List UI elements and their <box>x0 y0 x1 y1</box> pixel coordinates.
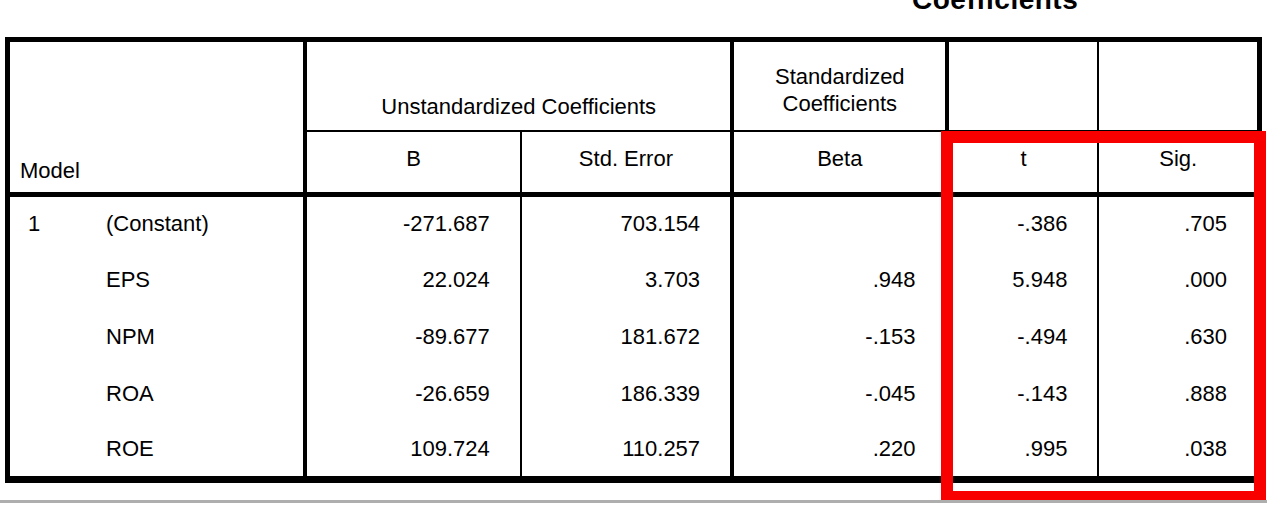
model-label-cell: ROE <box>8 423 306 480</box>
model-label-cell: 1(Constant) <box>8 195 306 252</box>
table-row-npm: NPM -89.677 181.672 -.153 -.494 .630 <box>8 309 1260 366</box>
model-label-cell: NPM <box>8 309 306 366</box>
b-value: 22.024 <box>305 252 520 309</box>
b-value: -26.659 <box>305 366 520 423</box>
model-label-cell: EPS <box>8 252 306 309</box>
header-row-groups: Model Unstandardized Coefficients Standa… <box>8 40 1260 131</box>
std-error-value: 186.339 <box>521 366 732 423</box>
table-row-roa: ROA -26.659 186.339 -.045 -.143 .888 <box>8 366 1260 423</box>
col-header-beta: Beta <box>732 131 947 195</box>
bottom-edge-line <box>0 500 1267 503</box>
sig-value: .038 <box>1098 423 1259 480</box>
std-error-value: 3.703 <box>521 252 732 309</box>
model-label-cell: ROA <box>8 366 306 423</box>
table-row-constant: 1(Constant) -271.687 703.154 -.386 .705 <box>8 195 1260 252</box>
table-row-roe: ROE 109.724 110.257 .220 .995 .038 <box>8 423 1260 480</box>
col-header-sig-spacer <box>1098 40 1259 131</box>
sig-value: .630 <box>1098 309 1259 366</box>
beta-value: .948 <box>732 252 947 309</box>
model-number: 1 <box>28 211 106 237</box>
predictor-label: NPM <box>106 324 155 350</box>
t-value: .995 <box>947 423 1098 480</box>
std-error-value: 703.154 <box>521 195 732 252</box>
std-error-value: 110.257 <box>521 423 732 480</box>
col-group-standardized: Standardized Coefficients <box>732 40 947 131</box>
col-header-b: B <box>305 131 520 195</box>
sig-value: .000 <box>1098 252 1259 309</box>
beta-value: -.153 <box>732 309 947 366</box>
sig-value: .888 <box>1098 366 1259 423</box>
table-title: Coefficients <box>912 0 1078 16</box>
t-value: -.386 <box>947 195 1098 252</box>
table-header: Model Unstandardized Coefficients Standa… <box>8 40 1260 195</box>
predictor-label: ROA <box>106 381 154 407</box>
col-group-unstandardized: Unstandardized Coefficients <box>305 40 732 131</box>
spss-coefficients-output: Coefficients Model Unstandardized Coeffi… <box>0 0 1267 505</box>
std-error-value: 181.672 <box>521 309 732 366</box>
col-header-std-error: Std. Error <box>521 131 732 195</box>
predictor-label: EPS <box>106 267 150 293</box>
t-value: -.494 <box>947 309 1098 366</box>
b-value: 109.724 <box>305 423 520 480</box>
t-value: -.143 <box>947 366 1098 423</box>
col-header-t: t <box>947 131 1098 195</box>
col-header-sig: Sig. <box>1098 131 1259 195</box>
b-value: -89.677 <box>305 309 520 366</box>
col-header-model: Model <box>8 40 306 195</box>
beta-value: .220 <box>732 423 947 480</box>
t-value: 5.948 <box>947 252 1098 309</box>
table-body: 1(Constant) -271.687 703.154 -.386 .705 … <box>8 195 1260 480</box>
predictor-label: ROE <box>106 436 154 462</box>
col-header-t-spacer <box>947 40 1098 131</box>
sig-value: .705 <box>1098 195 1259 252</box>
coefficients-table: Model Unstandardized Coefficients Standa… <box>5 37 1262 483</box>
table-row-eps: EPS 22.024 3.703 .948 5.948 .000 <box>8 252 1260 309</box>
beta-value: -.045 <box>732 366 947 423</box>
b-value: -271.687 <box>305 195 520 252</box>
beta-value <box>732 195 947 252</box>
predictor-label: (Constant) <box>106 211 209 237</box>
